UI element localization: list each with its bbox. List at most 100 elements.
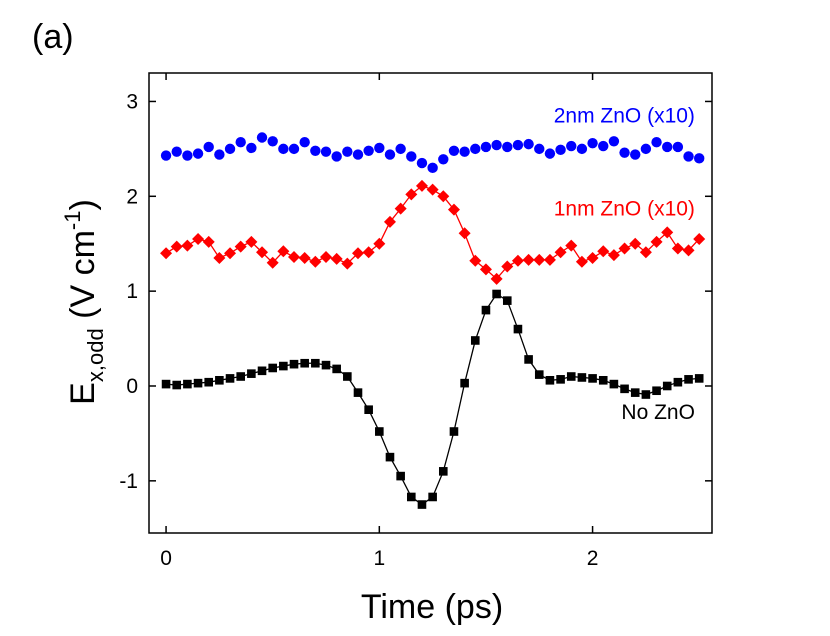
data-point bbox=[300, 358, 309, 368]
data-point bbox=[279, 361, 288, 371]
y-axis-title-subscript: x,odd bbox=[83, 328, 108, 382]
x-axis-title: Time (ps) bbox=[361, 588, 503, 626]
data-point bbox=[246, 142, 257, 154]
data-point bbox=[683, 151, 694, 162]
series-line bbox=[166, 293, 700, 506]
y-tick-label: 0 bbox=[126, 375, 138, 398]
data-point bbox=[448, 145, 460, 156]
data-point bbox=[405, 188, 418, 201]
data-point bbox=[321, 360, 331, 370]
data-point bbox=[247, 369, 256, 378]
data-point bbox=[202, 235, 215, 248]
data-point bbox=[278, 143, 289, 155]
data-point bbox=[512, 139, 524, 151]
data-point bbox=[608, 136, 620, 147]
data-point bbox=[673, 377, 683, 387]
y-axis-title: Ex,odd (V cm-1) bbox=[60, 199, 108, 405]
data-point bbox=[502, 296, 512, 305]
data-point bbox=[395, 143, 406, 155]
data-point bbox=[480, 141, 492, 153]
data-point bbox=[544, 148, 556, 159]
data-point bbox=[277, 245, 290, 258]
data-point bbox=[245, 235, 258, 248]
data-point bbox=[192, 148, 204, 159]
data-point bbox=[481, 305, 491, 315]
series-labels: 2nm ZnO (x10) 1nm ZnO (x10) No ZnO bbox=[554, 104, 695, 424]
data-point bbox=[607, 249, 620, 262]
data-point bbox=[577, 373, 587, 382]
y-axis-title-close: ) bbox=[64, 199, 102, 210]
data-point bbox=[374, 142, 385, 154]
y-tick-label: 3 bbox=[126, 90, 138, 113]
data-point bbox=[661, 226, 674, 239]
data-point bbox=[630, 388, 640, 397]
series-label: No ZnO bbox=[621, 401, 695, 424]
data-point bbox=[160, 150, 172, 161]
y-axis-title-units: (V cm bbox=[64, 230, 102, 328]
data-point bbox=[671, 242, 684, 255]
x-axis: 0 1 2 bbox=[160, 73, 598, 570]
data-point bbox=[343, 372, 352, 381]
data-point bbox=[215, 375, 224, 385]
data-point bbox=[417, 500, 427, 509]
data-point bbox=[524, 355, 533, 364]
y-tick-label: 2 bbox=[126, 185, 138, 208]
panel-label: (a) bbox=[32, 18, 74, 56]
data-point bbox=[534, 143, 545, 155]
series-label: 1nm ZnO (x10) bbox=[554, 197, 695, 220]
data-point bbox=[554, 246, 567, 259]
data-point bbox=[385, 452, 395, 462]
data-point bbox=[447, 203, 460, 216]
data-point bbox=[597, 245, 610, 258]
data-point bbox=[662, 381, 672, 391]
data-point bbox=[438, 154, 449, 165]
data-point bbox=[256, 246, 269, 259]
y-axis-title-exponent: -1 bbox=[60, 211, 85, 231]
data-point bbox=[235, 137, 246, 148]
data-point bbox=[183, 379, 192, 389]
data-point bbox=[576, 143, 588, 155]
data-point bbox=[490, 272, 503, 285]
data-point bbox=[620, 384, 629, 394]
data-point bbox=[257, 366, 267, 376]
data-point bbox=[693, 232, 706, 245]
data-point bbox=[373, 237, 386, 250]
data-point bbox=[543, 253, 556, 266]
data-point bbox=[192, 232, 205, 245]
data-point bbox=[575, 255, 588, 268]
x-tick-label: 1 bbox=[373, 547, 385, 570]
data-point bbox=[182, 150, 193, 161]
data-point bbox=[320, 146, 332, 157]
data-point bbox=[256, 132, 268, 143]
data-point bbox=[545, 375, 555, 385]
data-point bbox=[639, 246, 652, 259]
series-label: 2nm ZnO (x10) bbox=[554, 104, 695, 127]
data-point bbox=[266, 256, 279, 269]
data-point bbox=[587, 137, 598, 149]
data-point bbox=[351, 247, 364, 260]
data-point bbox=[416, 157, 428, 169]
data-point bbox=[268, 363, 277, 373]
data-point bbox=[331, 151, 342, 162]
data-point bbox=[556, 375, 565, 384]
data-point bbox=[267, 136, 278, 147]
data-point bbox=[363, 145, 374, 156]
data-point bbox=[630, 149, 641, 160]
data-point bbox=[566, 140, 577, 152]
data-point bbox=[407, 492, 416, 502]
data-point bbox=[662, 141, 673, 153]
data-point bbox=[224, 247, 237, 260]
data-point bbox=[491, 139, 502, 151]
data-point bbox=[501, 260, 514, 273]
data-point bbox=[555, 144, 566, 156]
data-point bbox=[310, 145, 321, 156]
data-point bbox=[428, 492, 437, 502]
data-point bbox=[311, 358, 320, 368]
data-point bbox=[160, 247, 173, 260]
data-point bbox=[353, 388, 363, 397]
x-tick-label: 0 bbox=[160, 547, 172, 570]
data-point bbox=[406, 151, 417, 162]
data-point bbox=[181, 239, 194, 252]
data-point bbox=[533, 253, 546, 266]
series-2nm-zno-x10 bbox=[160, 132, 705, 174]
